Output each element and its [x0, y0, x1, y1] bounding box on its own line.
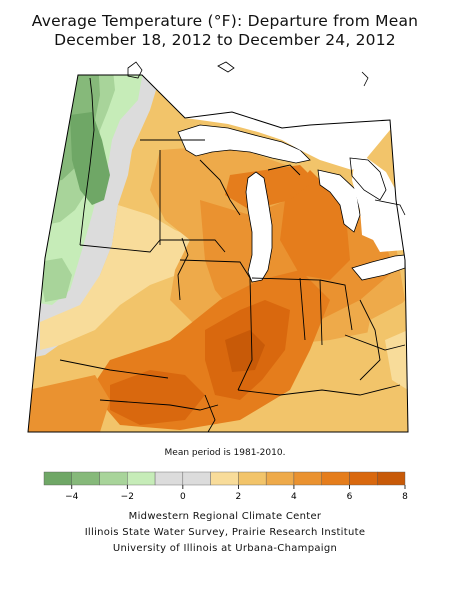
legend-swatch	[182, 471, 211, 486]
legend-tick-label: −4	[65, 492, 79, 502]
lake-michigan	[245, 171, 273, 283]
lake-huron	[317, 169, 361, 233]
legend-tick-label: −2	[121, 492, 134, 502]
legend-tick-label: 2	[236, 492, 242, 502]
lake-superior	[177, 124, 311, 164]
map-title-line1: Average Temperature (°F): Departure from…	[31, 12, 419, 30]
canada-coast-fragments	[127, 61, 406, 216]
region-outline	[27, 74, 409, 433]
field-6-7-west	[110, 370, 205, 425]
credit-line-2: Illinois State Water Survey, Prairie Res…	[84, 527, 366, 538]
field-4-5-sw	[28, 375, 110, 432]
field-1-2-east	[385, 330, 408, 390]
credit-line-1: Midwestern Regional Climate Center	[128, 511, 322, 522]
legend-swatch	[43, 471, 72, 486]
legend-swatch	[377, 471, 406, 486]
field-5-6-michigan	[280, 170, 350, 280]
field-2-3-east	[360, 300, 408, 420]
legend-swatch	[238, 471, 267, 486]
legend-tick-label: 0	[180, 492, 186, 502]
credit-line-3: University of Illinois at Urbana-Champai…	[112, 543, 338, 554]
field-minus2-3-south	[38, 258, 72, 302]
legend-tick-label: 6	[347, 492, 353, 502]
legend-swatch	[154, 471, 184, 486]
legend-color-bar	[43, 471, 406, 486]
legend-swatch	[265, 471, 295, 486]
legend-swatch	[293, 471, 322, 486]
state-borders	[59, 77, 406, 433]
legend-swatch	[71, 471, 100, 486]
mean-period-note: Mean period is 1981-2010.	[164, 448, 286, 458]
legend-ticks: −4 −2 0 2 4 6 8	[65, 485, 408, 502]
temperature-fields	[28, 75, 408, 432]
map-title-line2: December 18, 2012 to December 24, 2012	[54, 31, 396, 49]
field-minus4-5	[70, 112, 110, 205]
legend-tick-label: 4	[291, 492, 297, 502]
legend-swatch	[321, 471, 350, 486]
legend-tick-label: 8	[402, 492, 408, 502]
legend-swatch	[349, 471, 378, 486]
legend-swatch	[127, 471, 156, 486]
legend-swatch	[210, 471, 239, 486]
legend-swatch	[99, 471, 128, 486]
field-7-8	[225, 330, 265, 372]
